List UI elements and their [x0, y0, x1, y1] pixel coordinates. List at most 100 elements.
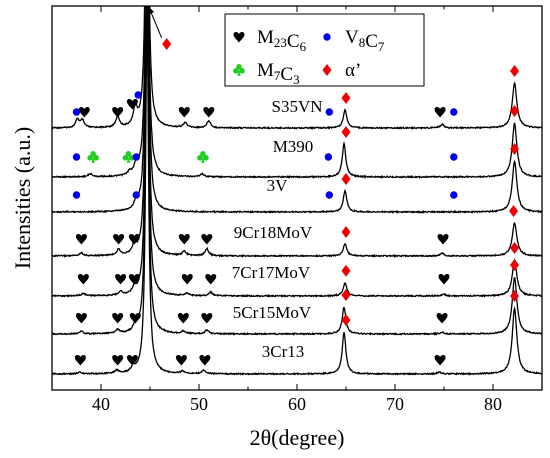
marker-alpha	[341, 173, 351, 185]
marker-M23C6	[434, 354, 446, 366]
series-label-9Cr18MoV: 9Cr18MoV	[234, 223, 313, 242]
legend-marker-M7C3	[233, 64, 245, 76]
legend-label-part: 8	[359, 35, 366, 50]
legend-label-part: α’	[345, 60, 361, 81]
marker-M23C6	[128, 233, 140, 245]
legend-label-part: V	[345, 27, 359, 48]
legend-label-part: M	[257, 60, 274, 81]
marker-alpha	[341, 289, 351, 301]
annotation-arrow-line	[149, 9, 163, 39]
club-stem	[126, 157, 131, 163]
marker-alpha	[510, 65, 520, 77]
series-label-3V: 3V	[267, 176, 289, 195]
marker-M23C6	[115, 273, 127, 285]
legend-label-alpha: α’	[345, 60, 361, 81]
marker-V8C7	[325, 108, 334, 116]
marker-M23C6	[128, 273, 140, 285]
club-lobe	[200, 151, 206, 157]
series-line-7Cr17MoV	[52, 6, 542, 298]
marker-V8C7	[132, 153, 140, 161]
marker-M23C6	[434, 106, 446, 118]
series-line-5Cr15MoV	[52, 6, 542, 336]
marker-M23C6	[75, 312, 87, 324]
legend-label-V8C7: V8C7	[345, 27, 385, 54]
marker-M23C6	[203, 106, 215, 118]
marker-V8C7	[450, 153, 458, 161]
legend-marker-M23C6	[233, 31, 245, 43]
marker-alpha	[341, 126, 351, 138]
series-label-3Cr13: 3Cr13	[262, 342, 305, 361]
legend-marker-V8C7	[323, 33, 331, 41]
series-line-3V	[52, 6, 542, 214]
marker-M23C6	[436, 312, 448, 324]
club-lobe	[122, 155, 129, 161]
marker-alpha	[509, 205, 519, 217]
marker-M23C6	[129, 312, 141, 324]
marker-V8C7	[450, 108, 458, 116]
marker-V8C7	[450, 191, 458, 199]
marker-V8C7	[72, 153, 81, 161]
legend-label-M7C3: M7C3	[257, 60, 300, 87]
marker-alpha	[341, 264, 351, 277]
marker-alpha	[510, 290, 520, 302]
x-tick-label: 70	[386, 394, 404, 414]
club-stem	[237, 70, 241, 76]
marker-M23C6	[199, 354, 211, 366]
x-tick-label: 60	[288, 394, 306, 414]
marker-V8C7	[325, 191, 334, 199]
annotation-alpha-marker	[162, 38, 172, 50]
marker-M23C6	[126, 354, 138, 366]
legend-label-part: M	[257, 27, 274, 48]
marker-M23C6	[113, 233, 125, 245]
series-label-S35VN: S35VN	[271, 97, 322, 116]
club-lobe	[197, 155, 203, 161]
club-lobe	[125, 151, 132, 157]
club-lobe	[90, 151, 96, 157]
marker-M23C6	[77, 273, 89, 285]
club-lobe	[93, 155, 99, 161]
marker-alpha	[510, 259, 520, 271]
legend-marker-alpha	[322, 64, 332, 76]
marker-alpha	[510, 242, 520, 254]
legend-label-M23C6: M23C6	[257, 27, 307, 54]
x-tick-label: 80	[484, 394, 502, 414]
marker-M23C6	[78, 106, 90, 118]
marker-M23C6	[437, 233, 449, 245]
legend-box	[224, 13, 425, 87]
marker-M23C6	[75, 233, 87, 245]
club-lobe	[233, 68, 239, 74]
club-stem	[201, 157, 205, 163]
marker-M23C6	[112, 354, 124, 366]
series-label-5Cr15MoV: 5Cr15MoV	[233, 303, 312, 322]
legend-label-part: C	[287, 31, 300, 52]
marker-M23C6	[201, 312, 213, 324]
club-lobe	[239, 68, 245, 74]
marker-M23C6	[181, 273, 193, 285]
legend-label-part: 6	[300, 39, 307, 54]
marker-V8C7	[134, 91, 142, 99]
legend-label-part: C	[365, 31, 378, 52]
marker-M7C3	[197, 151, 209, 163]
marker-M23C6	[205, 273, 217, 285]
marker-alpha	[341, 314, 351, 326]
marker-alpha	[341, 226, 351, 238]
marker-M7C3	[122, 151, 135, 163]
marker-M23C6	[201, 233, 213, 245]
marker-M23C6	[112, 312, 124, 324]
marker-alpha	[510, 143, 520, 155]
marker-V8C7	[72, 108, 81, 116]
legend-label-part: 3	[293, 72, 300, 87]
marker-M23C6	[74, 354, 86, 366]
marker-M23C6	[126, 98, 138, 110]
series-line-S35VN	[52, 6, 542, 130]
legend-label-part: 7	[274, 68, 281, 83]
series-label-7Cr17MoV: 7Cr17MoV	[232, 263, 311, 282]
x-axis-label: 2θ(degree)	[250, 425, 345, 450]
marker-M23C6	[112, 106, 124, 118]
club-lobe	[87, 155, 93, 161]
x-tick-label: 50	[190, 394, 208, 414]
marker-V8C7	[132, 191, 140, 199]
club-lobe	[203, 155, 209, 161]
marker-M23C6	[438, 273, 450, 285]
